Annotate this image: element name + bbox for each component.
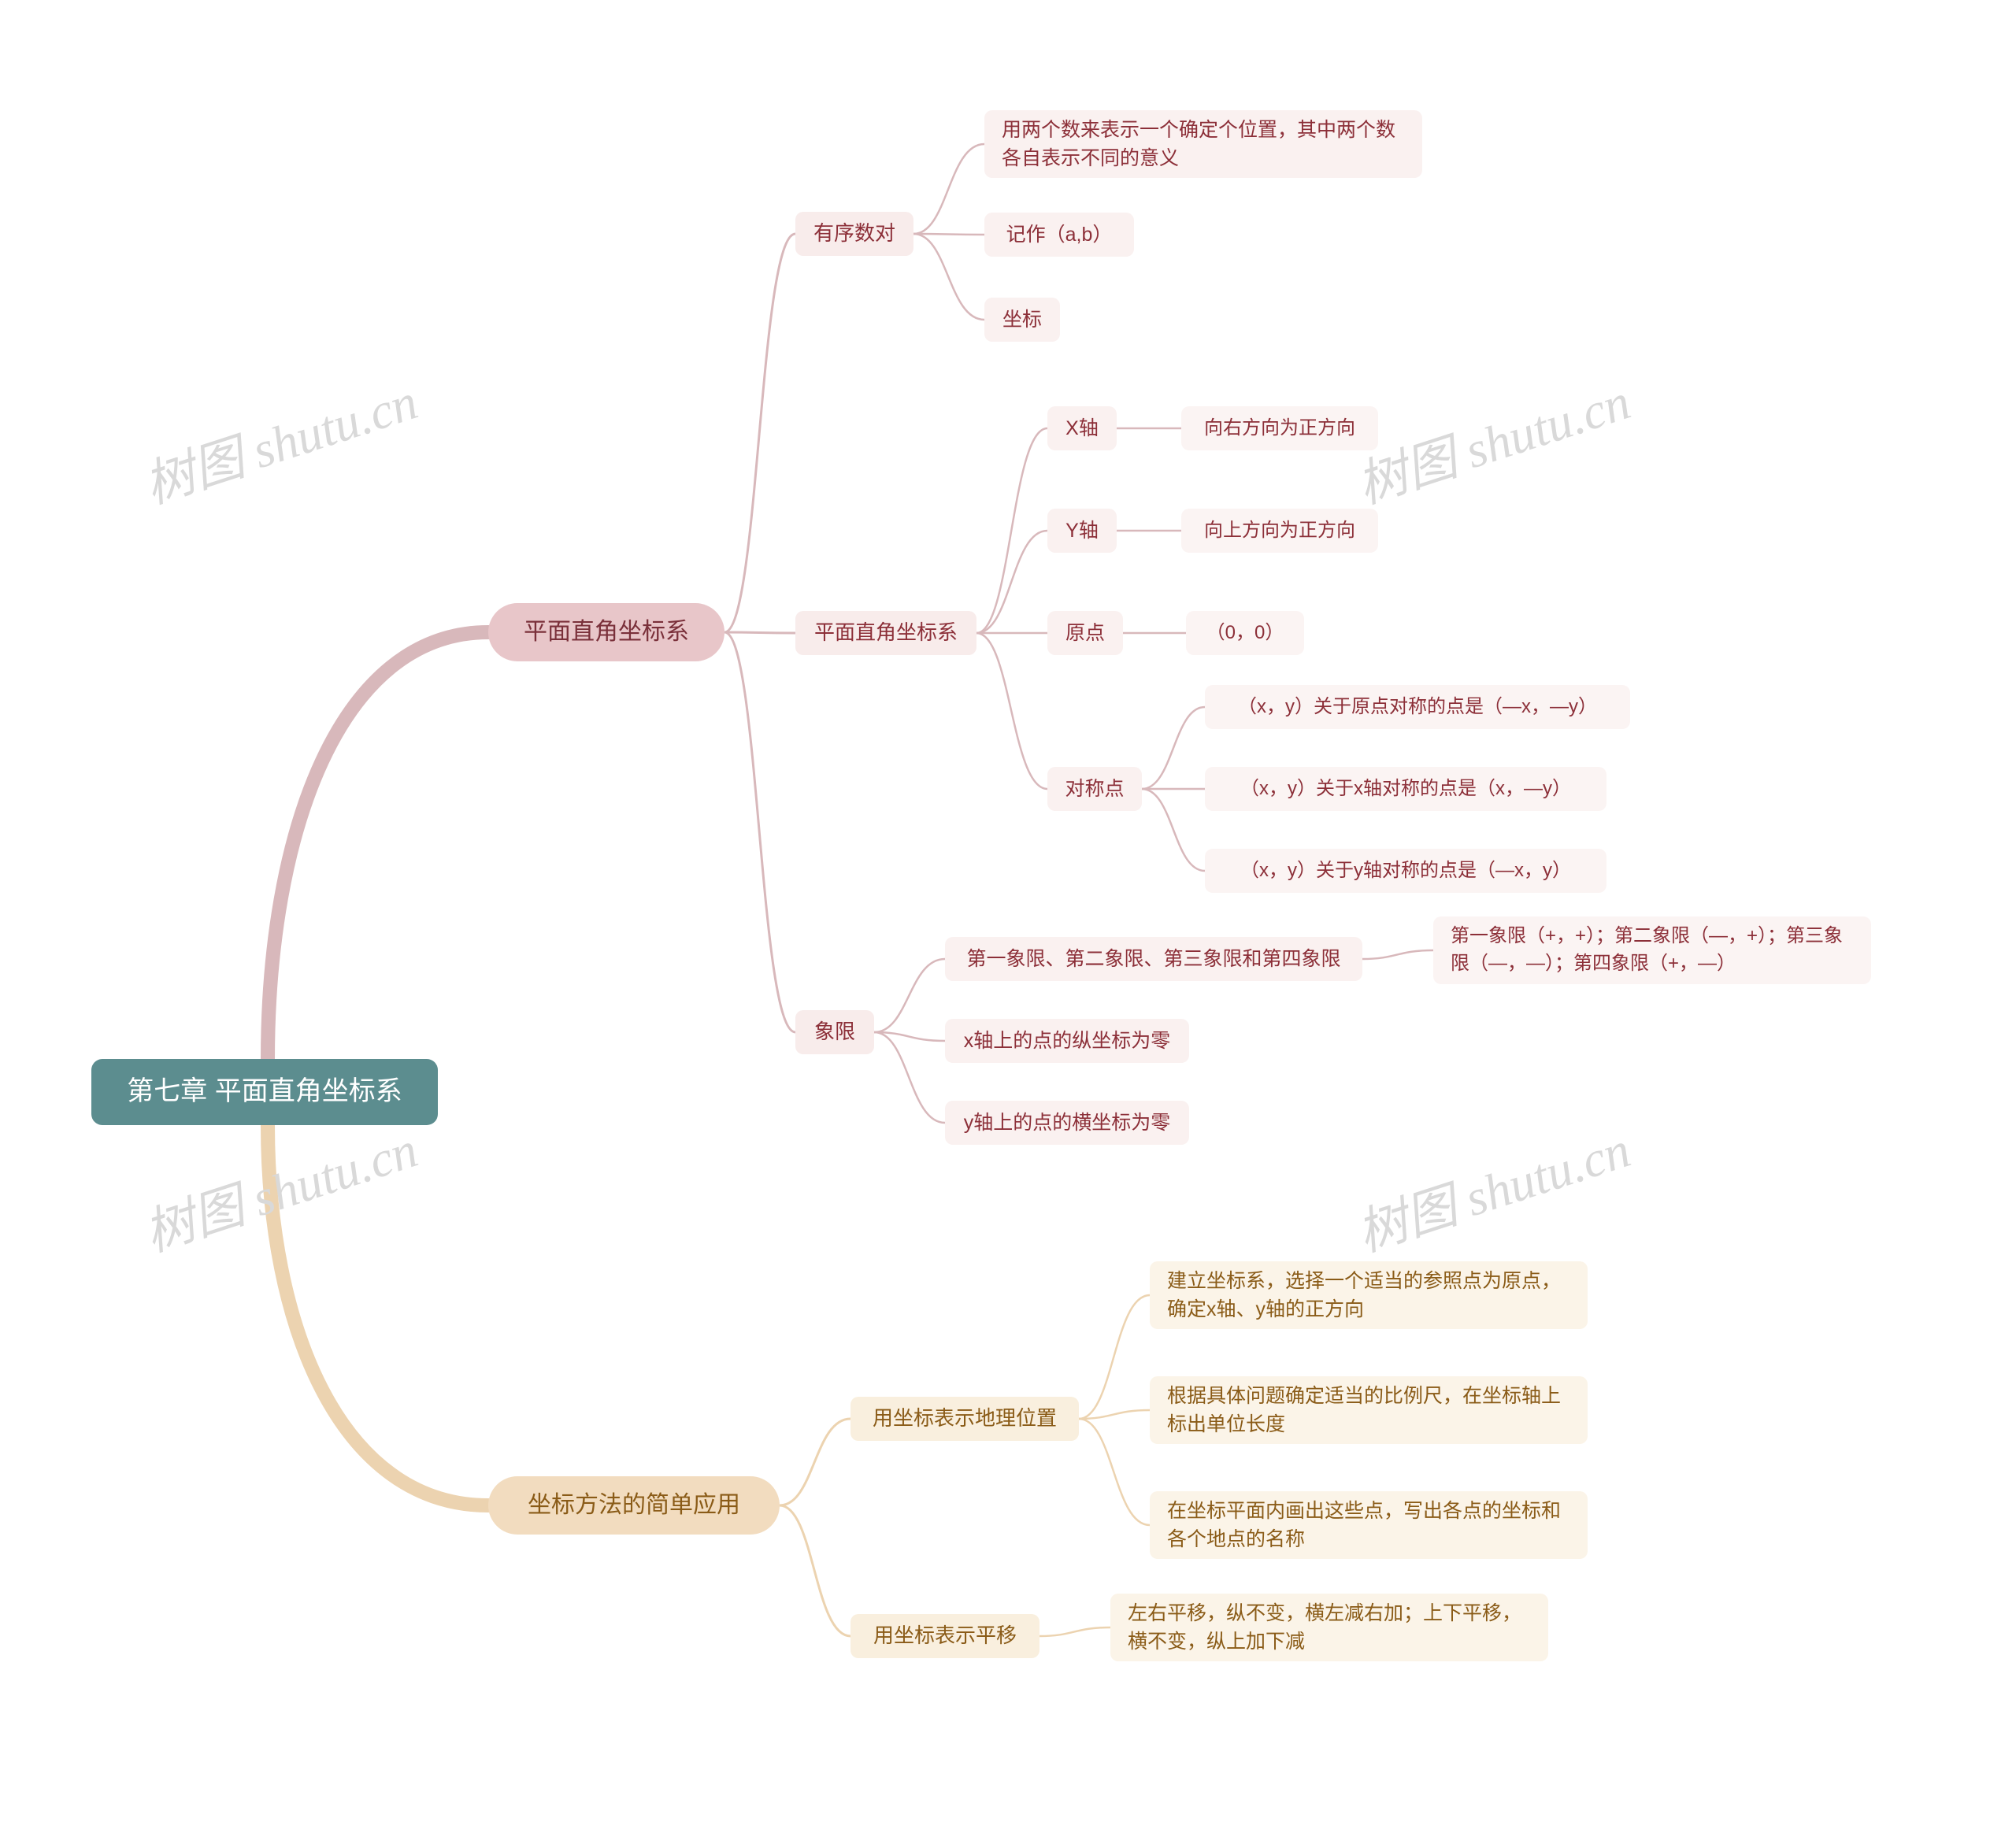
b1-c1-3[interactable]: 对称点	[1047, 767, 1142, 811]
b1-c1-1-0[interactable]: 向上方向为正方向	[1181, 509, 1378, 553]
b2-c0-1[interactable]: 根据具体问题确定适当的比例尺，在坐标轴上标出单位长度	[1150, 1376, 1588, 1444]
b1-c0-0[interactable]: 用两个数来表示一个确定个位置，其中两个数各自表示不同的意义	[984, 110, 1422, 178]
b1-c0[interactable]: 有序数对	[795, 212, 914, 256]
b1-c1-3-0[interactable]: （x，y）关于原点对称的点是（—x，—y）	[1205, 685, 1630, 729]
watermark: 树图 shutu.cn	[1347, 361, 1638, 517]
b1-c1-0-0[interactable]: 向右方向为正方向	[1181, 406, 1378, 450]
b1-c0-1[interactable]: 记作（a,b）	[984, 213, 1134, 257]
branch-2-node[interactable]: 坐标方法的简单应用	[488, 1476, 780, 1535]
b2-c1-0[interactable]: 左右平移，纵不变，横左减右加；上下平移，横不变，纵上加下减	[1110, 1594, 1548, 1661]
b1-c2-2[interactable]: y轴上的点的横坐标为零	[945, 1101, 1189, 1145]
b1-c1-2[interactable]: 原点	[1047, 611, 1123, 655]
b2-c0-2[interactable]: 在坐标平面内画出这些点，写出各点的坐标和各个地点的名称	[1150, 1491, 1588, 1559]
b1-c0-2[interactable]: 坐标	[984, 298, 1060, 342]
b1-c1-1[interactable]: Y轴	[1047, 509, 1117, 553]
b1-c2-0-0[interactable]: 第一象限（+，+）；第二象限（—，+）；第三象限（—，—）；第四象限（+，—）	[1433, 916, 1871, 984]
b2-c0[interactable]: 用坐标表示地理位置	[850, 1397, 1079, 1441]
b1-c1-0[interactable]: X轴	[1047, 406, 1117, 450]
b1-c1-3-1[interactable]: （x，y）关于x轴对称的点是（x，—y）	[1205, 767, 1606, 811]
branch-1-node[interactable]: 平面直角坐标系	[488, 603, 724, 661]
b1-c1-3-2[interactable]: （x，y）关于y轴对称的点是（—x，y）	[1205, 849, 1606, 893]
watermark: 树图 shutu.cn	[1347, 1109, 1638, 1265]
watermark: 树图 shutu.cn	[134, 361, 425, 517]
b2-c0-0[interactable]: 建立坐标系，选择一个适当的参照点为原点，确定x轴、y轴的正方向	[1150, 1261, 1588, 1329]
b1-c2-0[interactable]: 第一象限、第二象限、第三象限和第四象限	[945, 937, 1362, 981]
b1-c1[interactable]: 平面直角坐标系	[795, 611, 976, 655]
root-node[interactable]: 第七章 平面直角坐标系	[91, 1059, 438, 1125]
b1-c1-2-0[interactable]: （0，0）	[1186, 611, 1304, 655]
b2-c1[interactable]: 用坐标表示平移	[850, 1614, 1040, 1658]
b1-c2[interactable]: 象限	[795, 1010, 874, 1054]
b1-c2-1[interactable]: x轴上的点的纵坐标为零	[945, 1019, 1189, 1063]
watermark: 树图 shutu.cn	[134, 1109, 425, 1265]
